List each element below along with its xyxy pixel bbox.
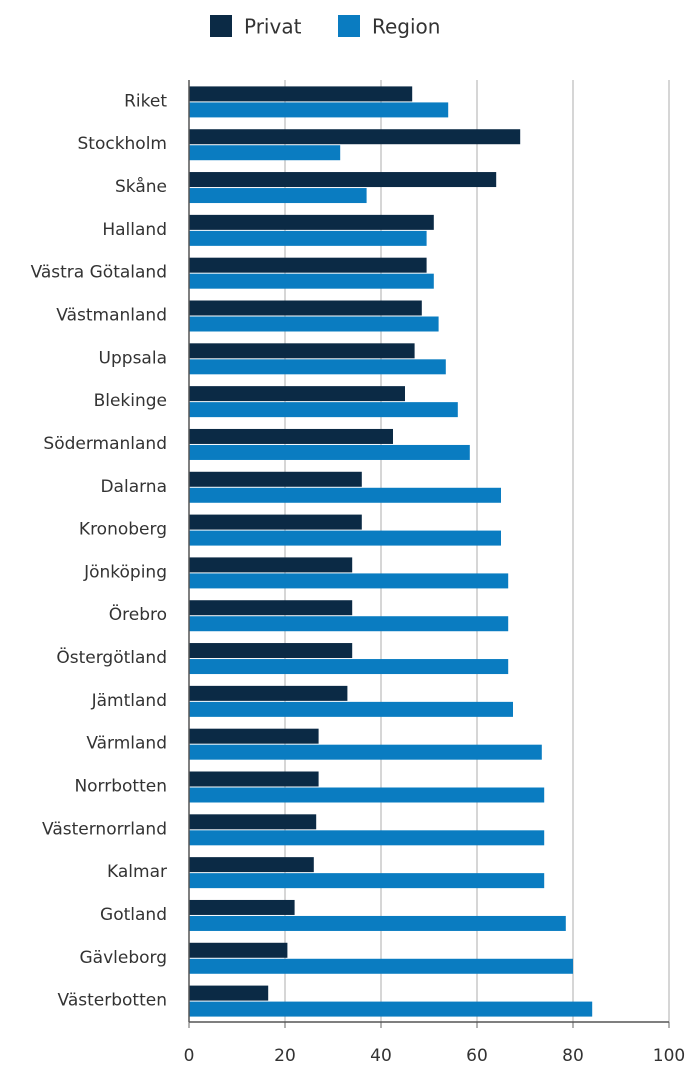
bar bbox=[189, 316, 439, 332]
bar bbox=[189, 86, 413, 102]
bar bbox=[189, 787, 545, 803]
y-tick-label: Halland bbox=[102, 220, 167, 240]
bar bbox=[189, 230, 427, 246]
bar bbox=[189, 359, 446, 375]
bar bbox=[189, 830, 545, 846]
bar bbox=[189, 214, 434, 230]
x-tick-label: 100 bbox=[653, 1046, 685, 1065]
y-tick-label: Västra Götaland bbox=[31, 263, 167, 283]
bar bbox=[189, 428, 393, 444]
y-tick-label: Södermanland bbox=[43, 434, 167, 454]
bar bbox=[189, 643, 353, 659]
bar bbox=[189, 487, 501, 503]
bar bbox=[189, 728, 319, 744]
bar bbox=[189, 600, 353, 616]
legend-swatch bbox=[210, 15, 232, 37]
y-tick-label: Örebro bbox=[109, 603, 167, 625]
bar bbox=[189, 701, 513, 717]
bar bbox=[189, 659, 509, 675]
legend-swatch bbox=[338, 15, 360, 37]
bar bbox=[189, 744, 542, 760]
y-tick-label: Gotland bbox=[100, 905, 167, 925]
bar bbox=[189, 1001, 593, 1017]
y-tick-label: Stockholm bbox=[77, 134, 167, 154]
y-tick-label: Västerbotten bbox=[58, 991, 167, 1011]
bar bbox=[189, 771, 319, 787]
bar bbox=[189, 899, 295, 915]
bar bbox=[189, 985, 269, 1001]
y-tick-label: Jämtland bbox=[91, 691, 167, 711]
x-tick-label: 0 bbox=[184, 1046, 195, 1065]
legend-label: Privat bbox=[244, 15, 302, 39]
y-tick-label: Norrbotten bbox=[74, 777, 167, 797]
bar bbox=[189, 958, 573, 974]
y-tick-label: Kronoberg bbox=[79, 520, 167, 540]
bar bbox=[189, 402, 458, 418]
bar bbox=[189, 873, 545, 889]
y-tick-label: Västmanland bbox=[56, 306, 167, 326]
y-tick-label: Gävleborg bbox=[79, 948, 167, 968]
y-tick-label: Värmland bbox=[86, 734, 167, 754]
y-tick-label: Blekinge bbox=[94, 391, 167, 411]
y-tick-label: Jönköping bbox=[83, 562, 167, 582]
y-tick-label: Östergötland bbox=[56, 646, 167, 668]
bar bbox=[189, 814, 317, 830]
x-tick-label: 40 bbox=[370, 1046, 392, 1065]
bar bbox=[189, 557, 353, 573]
y-tick-label: Skåne bbox=[115, 176, 167, 197]
y-tick-label: Riket bbox=[124, 91, 167, 111]
x-tick-label: 20 bbox=[274, 1046, 296, 1065]
bar bbox=[189, 188, 367, 204]
bar bbox=[189, 172, 497, 188]
bar bbox=[189, 386, 405, 402]
x-tick-label: 60 bbox=[466, 1046, 488, 1065]
bar bbox=[189, 129, 521, 145]
bar bbox=[189, 300, 422, 316]
bar bbox=[189, 573, 509, 589]
bar bbox=[189, 145, 341, 161]
bar bbox=[189, 343, 415, 359]
bar bbox=[189, 102, 449, 118]
bar bbox=[189, 444, 470, 460]
y-tick-label: Uppsala bbox=[99, 348, 167, 368]
bar bbox=[189, 857, 314, 873]
y-tick-label: Västernorrland bbox=[42, 819, 167, 839]
bar bbox=[189, 616, 509, 632]
bar bbox=[189, 257, 427, 273]
bar bbox=[189, 530, 501, 546]
bar bbox=[189, 273, 434, 289]
bar bbox=[189, 942, 288, 958]
y-tick-label: Dalarna bbox=[100, 477, 167, 497]
bar bbox=[189, 514, 362, 530]
bar bbox=[189, 685, 348, 701]
legend-label: Region bbox=[372, 15, 440, 39]
x-tick-label: 80 bbox=[562, 1046, 584, 1065]
bar bbox=[189, 915, 566, 931]
y-tick-label: Kalmar bbox=[107, 862, 167, 882]
bar bbox=[189, 471, 362, 487]
